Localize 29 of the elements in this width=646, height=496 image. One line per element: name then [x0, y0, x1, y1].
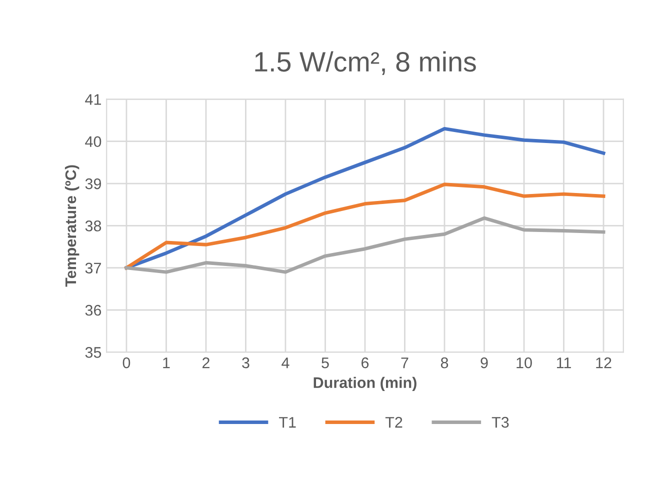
- x-tick-label: 10: [516, 357, 532, 368]
- line-series: [124, 216, 606, 274]
- x-tick-label: 12: [596, 357, 612, 368]
- x-tick-label: 7: [401, 358, 408, 368]
- y-tick-label: 35: [85, 347, 102, 358]
- line-series: [124, 182, 606, 270]
- x-tick-label: 0: [122, 357, 130, 368]
- x-tick-label: 1: [163, 358, 170, 368]
- y-tick-label: 40: [85, 136, 102, 148]
- x-tick-label: 11: [556, 358, 571, 368]
- y-tick-label: 37: [85, 262, 101, 274]
- line-series: [124, 126, 606, 270]
- y-tick-label: 36: [85, 304, 102, 316]
- chart-title: 1.5 W/cm², 8 mins: [255, 51, 476, 75]
- x-tick-label: 6: [362, 357, 369, 368]
- x-tick-label: 4: [282, 358, 290, 368]
- x-tick-label: 9: [480, 357, 488, 368]
- y-tick-label: 41: [85, 94, 101, 105]
- legend-label: T1: [279, 417, 296, 428]
- x-tick-label: 5: [322, 358, 329, 368]
- legend-label: T2: [385, 416, 402, 428]
- y-axis-title: Temperature (ºC): [64, 165, 80, 287]
- x-tick-label: 8: [440, 357, 448, 368]
- x-tick-label: 3: [242, 357, 250, 368]
- y-tick-label: 39: [85, 178, 102, 190]
- legend-label: T3: [492, 416, 509, 428]
- x-axis-title: Duration (min): [314, 376, 416, 392]
- y-tick-label: 38: [85, 220, 102, 232]
- x-tick-label: 2: [202, 357, 210, 368]
